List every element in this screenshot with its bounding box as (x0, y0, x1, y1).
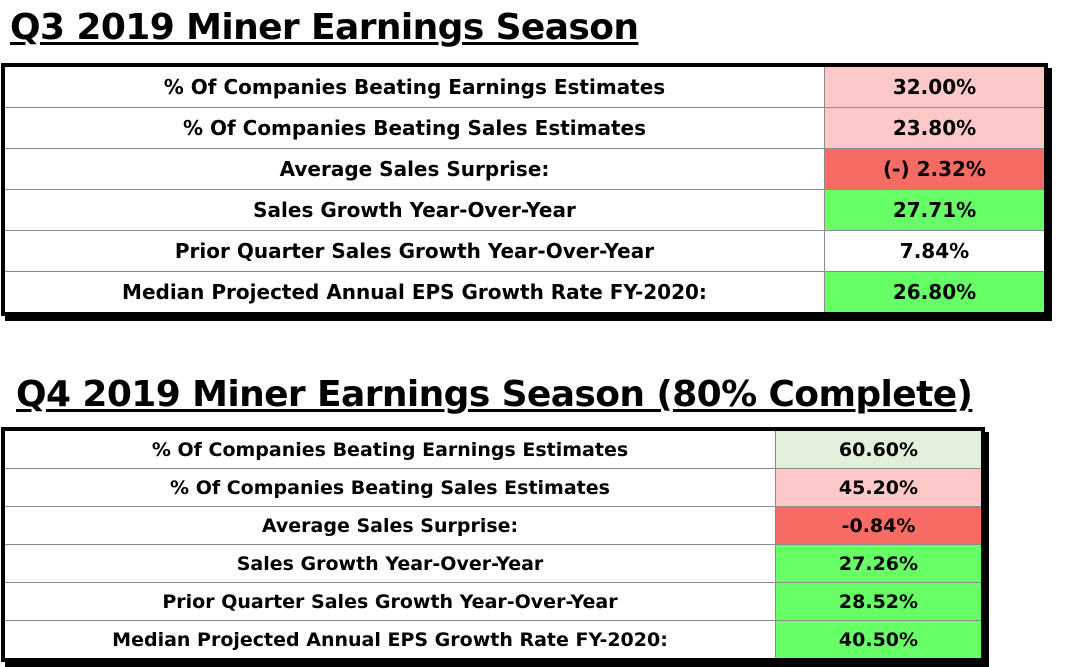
table-row: Median Projected Annual EPS Growth Rate … (2, 620, 984, 661)
table-row: Prior Quarter Sales Growth Year-Over-Yea… (2, 582, 984, 621)
q3-beating-sales-value: 23.80% (824, 107, 1047, 149)
q4-eps-growth-value: 40.50% (775, 620, 984, 661)
table-row: % Of Companies Beating Sales Estimates 4… (2, 468, 984, 507)
table-row: Median Projected Annual EPS Growth Rate … (2, 271, 1047, 315)
table-row: % Of Companies Beating Earnings Estimate… (2, 64, 1047, 108)
q3-eps-growth-label: Median Projected Annual EPS Growth Rate … (2, 271, 825, 315)
q4-sales-surprise-label: Average Sales Surprise: (2, 506, 776, 545)
q3-section-title: Q3 2019 Miner Earnings Season (10, 7, 639, 48)
q3-metrics-table: % Of Companies Beating Earnings Estimate… (1, 63, 1048, 316)
q4-eps-growth-label: Median Projected Annual EPS Growth Rate … (2, 620, 776, 661)
q3-beating-sales-label: % Of Companies Beating Sales Estimates (2, 107, 825, 149)
q3-sales-surprise-value: (-) 2.32% (824, 148, 1047, 190)
q4-prior-quarter-growth-label: Prior Quarter Sales Growth Year-Over-Yea… (2, 582, 776, 621)
q3-sales-surprise-label: Average Sales Surprise: (2, 148, 825, 190)
q3-prior-quarter-growth-value: 7.84% (824, 230, 1047, 272)
table-row: Sales Growth Year-Over-Year 27.26% (2, 544, 984, 583)
table-row: % Of Companies Beating Earnings Estimate… (2, 428, 984, 469)
q3-sales-growth-value: 27.71% (824, 189, 1047, 231)
q4-section-title: Q4 2019 Miner Earnings Season (80% Compl… (16, 374, 973, 415)
table-row: Average Sales Surprise: (-) 2.32% (2, 148, 1047, 190)
q3-sales-growth-label: Sales Growth Year-Over-Year (2, 189, 825, 231)
q3-prior-quarter-growth-label: Prior Quarter Sales Growth Year-Over-Yea… (2, 230, 825, 272)
q4-metrics-table: % Of Companies Beating Earnings Estimate… (1, 427, 985, 662)
q4-sales-growth-label: Sales Growth Year-Over-Year (2, 544, 776, 583)
table-row: Sales Growth Year-Over-Year 27.71% (2, 189, 1047, 231)
table-row: Prior Quarter Sales Growth Year-Over-Yea… (2, 230, 1047, 272)
q4-beating-sales-value: 45.20% (775, 468, 984, 507)
q4-sales-surprise-value: -0.84% (775, 506, 984, 545)
q4-beating-sales-label: % Of Companies Beating Sales Estimates (2, 468, 776, 507)
table-row: % Of Companies Beating Sales Estimates 2… (2, 107, 1047, 149)
q3-beating-earnings-label: % Of Companies Beating Earnings Estimate… (2, 64, 825, 108)
q4-beating-earnings-value: 60.60% (775, 428, 984, 469)
q4-prior-quarter-growth-value: 28.52% (775, 582, 984, 621)
q3-beating-earnings-value: 32.00% (824, 64, 1047, 108)
table-row: Average Sales Surprise: -0.84% (2, 506, 984, 545)
q4-beating-earnings-label: % Of Companies Beating Earnings Estimate… (2, 428, 776, 469)
q3-eps-growth-value: 26.80% (824, 271, 1047, 315)
q4-sales-growth-value: 27.26% (775, 544, 984, 583)
